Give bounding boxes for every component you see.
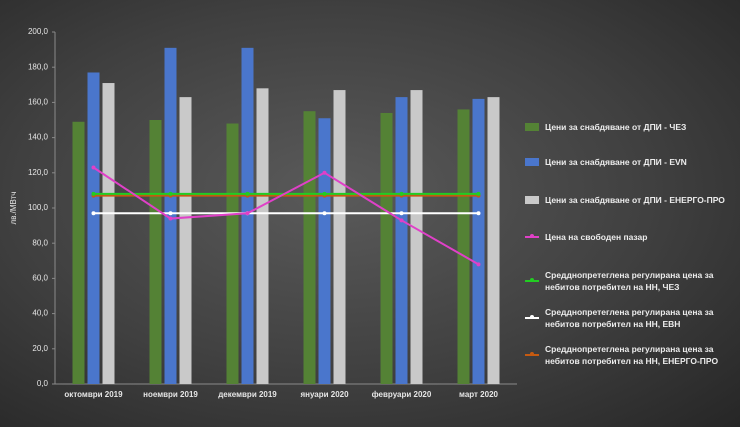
line-marker — [168, 211, 173, 216]
line-marker — [399, 211, 404, 216]
legend-swatch — [525, 278, 539, 282]
bar — [256, 88, 269, 384]
x-tick-label: март 2020 — [459, 390, 499, 399]
x-tick-label: февруари 2020 — [372, 390, 432, 399]
bar — [179, 97, 192, 385]
y-tick-label: 120,0 — [28, 168, 49, 177]
line-marker — [91, 191, 96, 196]
line-marker — [168, 216, 173, 221]
line-marker — [476, 191, 481, 196]
bar — [102, 83, 115, 384]
y-axis-label: лв./МВтч — [9, 192, 18, 225]
bar — [226, 123, 239, 385]
legend-swatch — [525, 158, 539, 166]
bar — [303, 111, 316, 384]
legend-item: Цени за снабдяване от ДПИ - ЧЕЗ — [525, 121, 737, 133]
x-tick-label: януари 2020 — [300, 390, 349, 399]
x-tick-label: октомври 2019 — [64, 390, 123, 399]
line-marker — [322, 211, 327, 216]
bar — [164, 47, 177, 385]
bar — [410, 90, 423, 384]
bar — [472, 98, 485, 384]
bar — [241, 47, 254, 385]
bar — [149, 120, 162, 384]
bar — [380, 112, 393, 385]
line-marker — [399, 218, 404, 223]
y-tick-label: 20,0 — [32, 344, 48, 353]
y-tick-label: 200,0 — [28, 27, 49, 36]
line-marker — [91, 211, 96, 216]
line-marker — [245, 211, 250, 216]
legend-label: Средднопретеглена регулирана цена за неб… — [545, 307, 714, 329]
bar — [333, 90, 346, 384]
y-tick-label: 80,0 — [32, 238, 48, 247]
legend-item: Цени за снабдяване от ДПИ - EVN — [525, 156, 737, 168]
bar — [487, 97, 500, 385]
legend-label: Цени за снабдяване от ДПИ - EVN — [545, 157, 687, 167]
legend-swatch — [525, 123, 539, 131]
legend-swatch — [525, 352, 539, 356]
legend-label: Цени за снабдяване от ДПИ - ЧЕЗ — [545, 122, 687, 132]
line-marker — [245, 191, 250, 196]
legend-item: Цени за снабдяване от ДПИ - ЕНЕРГО-ПРО — [525, 194, 737, 206]
line-marker — [322, 191, 327, 196]
line-marker — [322, 170, 327, 175]
legend-label: Цена на свободен пазар — [545, 232, 648, 242]
bar — [318, 118, 331, 385]
bar — [457, 109, 470, 384]
y-tick-label: 40,0 — [32, 309, 48, 318]
legend-label: Средднопретеглена регулирана цена за неб… — [545, 344, 719, 366]
legend-label: Цени за снабдяване от ДПИ - ЕНЕРГО-ПРО — [545, 195, 725, 205]
y-tick-label: 0,0 — [37, 379, 49, 388]
legend-item: Средднопретеглена регулирана цена за неб… — [525, 269, 737, 293]
legend-swatch — [525, 196, 539, 204]
line-marker — [168, 191, 173, 196]
bar — [72, 121, 85, 384]
x-tick-label: ноември 2019 — [143, 390, 198, 399]
y-tick-label: 60,0 — [32, 274, 48, 283]
line-marker — [476, 211, 481, 216]
chart: лв./МВтч 0,0 20,0 40,0 60,0 80,0 100,0 120,0 14… — [9, 27, 517, 399]
line-series — [92, 166, 479, 266]
legend: Цени за снабдяване от ДПИ - ЧЕЗ Цени за с… — [525, 0, 740, 427]
y-tick-label: 180,0 — [28, 62, 49, 71]
y-tick-label: 160,0 — [28, 98, 49, 107]
y-tick-label: 100,0 — [28, 203, 49, 212]
line-marker — [399, 191, 404, 196]
legend-label: Средднопретеглена регулирана цена за неб… — [545, 270, 714, 292]
legend-swatch — [525, 234, 539, 238]
bar — [87, 72, 100, 384]
legend-swatch — [525, 315, 539, 319]
legend-item: Средднопретеглена регулирана цена за неб… — [525, 343, 737, 367]
y-tick-label: 140,0 — [28, 133, 49, 142]
line-marker — [91, 165, 96, 170]
x-tick-label: декември 2019 — [218, 390, 277, 399]
legend-item: Цена на свободен пазар — [525, 231, 737, 243]
legend-item: Средднопретеглена регулирана цена за неб… — [525, 306, 737, 330]
line-marker — [476, 262, 481, 267]
bar — [395, 97, 408, 385]
